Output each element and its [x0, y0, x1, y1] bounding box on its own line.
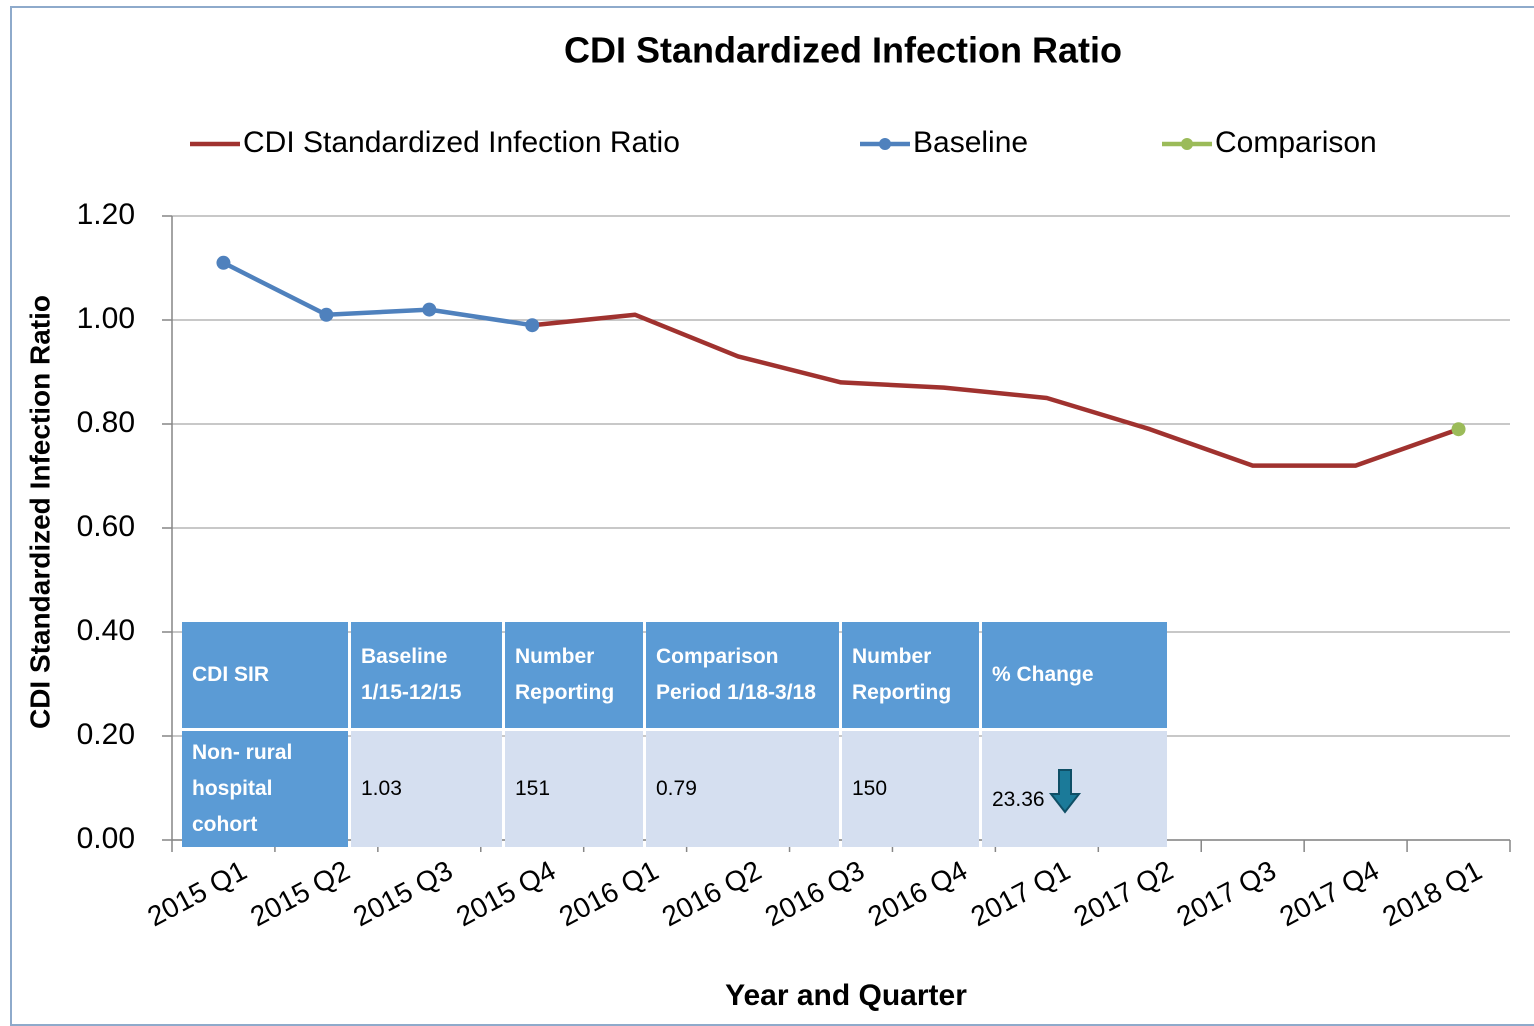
- x-tick-label: 2016 Q2: [657, 854, 766, 932]
- table-header: Number Reporting: [505, 622, 643, 728]
- table-row: Non- rural hospital cohort 1.03 151 0.79…: [182, 731, 1167, 847]
- x-tick-label: 2016 Q3: [760, 854, 869, 932]
- x-tick-label: 2017 Q2: [1069, 854, 1178, 932]
- legend-marker: [879, 138, 891, 150]
- series-marker: [1451, 422, 1466, 437]
- table-cell: 150: [842, 731, 979, 847]
- table-header: Number Reporting: [842, 622, 979, 728]
- table-cell: 23.36: [982, 731, 1167, 847]
- table-header: Baseline 1/15-12/15: [351, 622, 502, 728]
- table-cell: 1.03: [351, 731, 502, 847]
- x-axis-title: Year and Quarter: [725, 979, 967, 1012]
- series-line: [531, 312, 1460, 468]
- legend-label: Comparison: [1215, 126, 1377, 159]
- y-tick-label: 0.60: [77, 510, 135, 543]
- x-tick-label: 2015 Q1: [142, 854, 251, 932]
- x-tick-label: 2017 Q3: [1172, 854, 1281, 932]
- y-tick-label: 1.00: [77, 302, 135, 335]
- table-header: Comparison Period 1/18-3/18: [646, 622, 839, 728]
- table-cell: 151: [505, 731, 643, 847]
- table-header: CDI SIR: [182, 622, 348, 728]
- legend-label: CDI Standardized Infection Ratio: [243, 126, 680, 159]
- x-tick-label: 2018 Q1: [1377, 854, 1486, 932]
- x-tick-label: 2017 Q4: [1275, 854, 1384, 932]
- series-marker: [525, 318, 540, 333]
- down-arrow-icon: [1048, 769, 1081, 814]
- series-line: [222, 260, 533, 328]
- x-tick-label: 2016 Q4: [863, 854, 972, 932]
- table-header: % Change: [982, 622, 1167, 728]
- table-cell: Non- rural hospital cohort: [182, 731, 348, 847]
- y-tick-label: 0.20: [77, 718, 135, 751]
- table-cell: 0.79: [646, 731, 839, 847]
- chart-title: CDI Standardized Infection Ratio: [564, 30, 1122, 71]
- y-axis-title: CDI Standardized Infection Ratio: [24, 295, 55, 729]
- x-tick-label: 2015 Q4: [451, 854, 560, 932]
- summary-table: CDI SIR Baseline 1/15-12/15 Number Repor…: [179, 619, 1170, 850]
- y-tick-label: 1.20: [77, 198, 135, 231]
- y-tick-label: 0.40: [77, 614, 135, 647]
- legend-label: Baseline: [913, 126, 1028, 159]
- series-marker: [216, 255, 231, 270]
- series-marker: [422, 302, 437, 317]
- table-header-row: CDI SIR Baseline 1/15-12/15 Number Repor…: [182, 622, 1167, 728]
- x-tick-label: 2016 Q1: [554, 854, 663, 932]
- y-tick-label: 0.00: [77, 822, 135, 855]
- x-tick-label: 2015 Q3: [348, 854, 457, 932]
- table-cell-text: 23.36: [992, 788, 1045, 811]
- legend-marker: [1181, 138, 1193, 150]
- y-tick-label: 0.80: [77, 406, 135, 439]
- series-marker: [319, 307, 334, 322]
- x-tick-label: 2015 Q2: [245, 854, 354, 932]
- x-tick-label: 2017 Q1: [966, 854, 1075, 932]
